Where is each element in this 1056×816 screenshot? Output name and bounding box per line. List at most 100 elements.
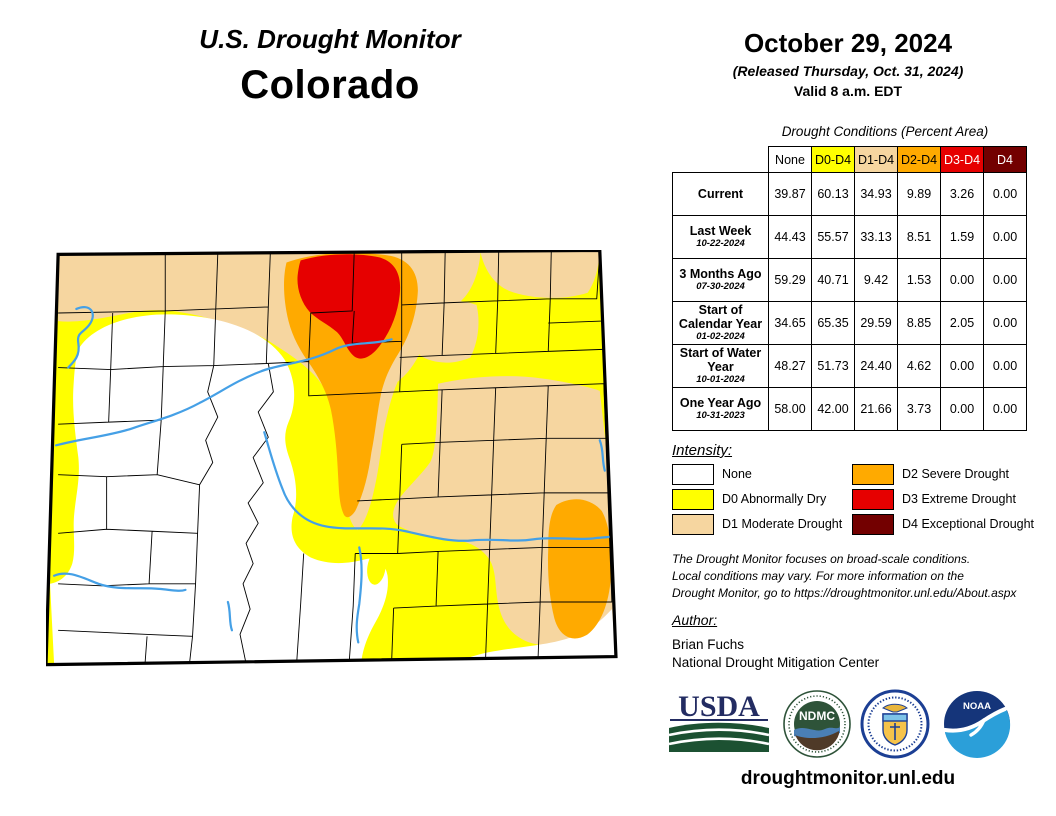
cell-value: 33.13 <box>854 215 898 259</box>
ndmc-soil-band <box>795 731 839 751</box>
legend-label: None <box>722 467 752 481</box>
cell-value: 0.00 <box>983 215 1027 259</box>
legend-label: D0 Abnormally Dry <box>722 492 827 506</box>
doc-ring-text <box>867 696 923 752</box>
legend-swatch-d3 <box>852 489 894 510</box>
col-header-d0d4: D0-D4 <box>811 146 855 173</box>
cell-value: 8.51 <box>897 215 941 259</box>
ndmc-logo-text: NDMC <box>799 709 835 723</box>
cell-value: 3.26 <box>940 172 984 216</box>
title-block: U.S. Drought Monitor Colorado <box>90 24 570 108</box>
legend-label: D3 Extreme Drought <box>902 492 1016 506</box>
doc-eagle <box>882 703 908 713</box>
cell-value: 9.89 <box>897 172 941 216</box>
rivers <box>52 306 616 644</box>
usda-logo: USDA <box>666 688 772 765</box>
cell-value: 39.87 <box>768 172 812 216</box>
disclaimer-text: The Drought Monitor focuses on broad-sca… <box>672 551 1042 602</box>
ndmc-logo: NDMC <box>782 688 852 765</box>
row-date: 07-30-2024 <box>696 281 745 293</box>
region-d1-northeast-strip <box>480 250 600 298</box>
cell-value: 0.00 <box>983 344 1027 388</box>
cell-value: 21.66 <box>854 387 898 431</box>
table-header-row: None D0-D4 D1-D4 D2-D4 D3-D4 D4 <box>672 146 1027 173</box>
row-label: 3 Months Ago <box>679 266 762 281</box>
cell-value: 48.27 <box>768 344 812 388</box>
cell-value: 0.00 <box>983 172 1027 216</box>
noaa-logo-text: NOAA <box>963 701 991 712</box>
author-heading: Author: <box>672 612 718 628</box>
cell-value: 60.13 <box>811 172 855 216</box>
row-label: Start of Calendar Year <box>678 302 763 332</box>
river-rio-grande <box>355 546 363 644</box>
table-row-current: Current 39.87 60.13 34.93 9.89 3.26 0.00 <box>672 172 1027 216</box>
region-d3-north-blob <box>297 254 401 359</box>
cell-value: 40.71 <box>811 258 855 302</box>
legend-swatch-d4 <box>852 514 894 535</box>
release-date: (Released Thursday, Oct. 31, 2024) <box>732 63 964 79</box>
river-colorado <box>54 338 393 447</box>
noaa-logo: NOAA <box>942 688 1012 765</box>
disclaimer-line: The Drought Monitor focuses on broad-sca… <box>672 552 971 566</box>
cell-value: 1.59 <box>940 215 984 259</box>
legend-swatch-none <box>672 464 714 485</box>
table-row-one-year-ago: One Year Ago 10-31-2023 58.00 42.00 21.66… <box>672 387 1027 431</box>
legend-label: D1 Moderate Drought <box>722 517 843 531</box>
table-caption: Drought Conditions (Percent Area) <box>781 124 989 139</box>
cell-value: 55.57 <box>811 215 855 259</box>
river-east-stub <box>598 439 606 472</box>
cell-value: 2.05 <box>940 301 984 345</box>
footer-url: droughtmonitor.unl.edu <box>740 768 956 789</box>
colorado-map-svg <box>44 248 618 667</box>
legend-swatch-d2 <box>852 464 894 485</box>
river-southwest-stub <box>226 600 234 632</box>
table-row-start-calendar-year: Start of Calendar Year 01-02-2024 34.65 6… <box>672 301 1027 345</box>
legend-swatch-d1 <box>672 514 714 535</box>
cell-value: 0.00 <box>983 387 1027 431</box>
cell-value: 8.85 <box>897 301 941 345</box>
cell-value: 4.62 <box>897 344 941 388</box>
cell-value: 0.00 <box>940 387 984 431</box>
river-san-juan <box>52 572 187 592</box>
cell-value: 42.00 <box>811 387 855 431</box>
row-date: 01-02-2024 <box>696 331 745 343</box>
cell-value: 34.65 <box>768 301 812 345</box>
table-row-3-months-ago: 3 Months Ago 07-30-2024 59.29 40.71 9.42 … <box>672 258 1027 302</box>
row-date: 10-01-2024 <box>696 374 745 386</box>
cell-value: 0.00 <box>983 301 1027 345</box>
ndmc-ring-text <box>788 695 846 753</box>
map-date: October 29, 2024 <box>743 28 953 58</box>
cell-value: 51.73 <box>811 344 855 388</box>
region-d2-southeast-blob <box>547 499 612 639</box>
commerce-seal-logo <box>860 688 930 765</box>
table-row-start-water-year: Start of Water Year 10-01-2024 48.27 51.7… <box>672 344 1027 388</box>
legend-swatch-d0 <box>672 489 714 510</box>
usda-logo-text: USDA <box>678 690 760 723</box>
cell-value: 58.00 <box>768 387 812 431</box>
row-date: 10-31-2023 <box>696 410 745 422</box>
table-corner-cell <box>672 146 769 173</box>
legend-title: Intensity: <box>672 442 733 459</box>
cell-value: 29.59 <box>854 301 898 345</box>
author-organization: National Drought Mitigation Center <box>672 655 880 670</box>
doc-shield-chief <box>882 713 908 722</box>
col-header-d3d4: D3-D4 <box>940 146 984 173</box>
col-header-d4: D4 <box>983 146 1027 173</box>
region-d1-east-patch <box>413 300 479 363</box>
legend-label: D4 Exceptional Drought <box>902 517 1035 531</box>
state-name: Colorado <box>240 63 420 107</box>
cell-value: 9.42 <box>854 258 898 302</box>
drought-stats-table: None D0-D4 D1-D4 D2-D4 D3-D4 D4 Current … <box>672 146 1027 431</box>
row-date: 10-22-2024 <box>696 238 745 250</box>
usda-field-stripe <box>668 728 770 737</box>
noaa-sea <box>944 709 1011 758</box>
disclaimer-line: Drought Monitor, go to https://droughtmo… <box>672 586 1017 600</box>
cell-value: 44.43 <box>768 215 812 259</box>
region-none-southeast <box>454 609 616 664</box>
col-header-d1d4: D1-D4 <box>854 146 898 173</box>
valid-time: Valid 8 a.m. EDT <box>793 83 903 99</box>
noaa-bird-wing <box>969 718 986 737</box>
cell-value: 59.29 <box>768 258 812 302</box>
row-label: One Year Ago <box>679 395 762 410</box>
